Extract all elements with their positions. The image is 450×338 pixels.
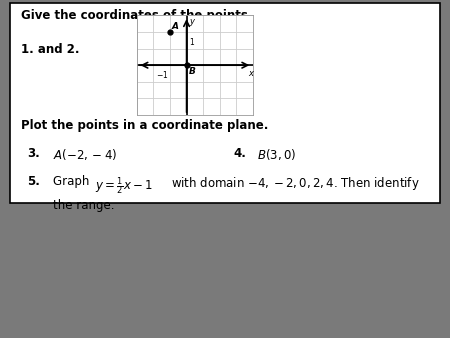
Text: $y = \frac{1}{2}x - 1$: $y = \frac{1}{2}x - 1$	[95, 175, 153, 197]
Text: $A(-2, -4)$: $A(-2, -4)$	[53, 147, 117, 162]
Text: 5.: 5.	[27, 175, 40, 188]
Text: with domain $-4, -2, 0, 2, 4$. Then identify: with domain $-4, -2, 0, 2, 4$. Then iden…	[171, 175, 420, 192]
Text: Plot the points in a coordinate plane.: Plot the points in a coordinate plane.	[21, 119, 268, 132]
Text: 3.: 3.	[27, 147, 40, 160]
FancyBboxPatch shape	[10, 3, 440, 203]
Text: Graph: Graph	[53, 175, 93, 188]
Text: x: x	[248, 69, 253, 78]
Text: B: B	[189, 67, 195, 76]
Text: $-1$: $-1$	[156, 69, 169, 79]
Text: $B(3, 0)$: $B(3, 0)$	[257, 147, 297, 162]
Text: 1. and 2.: 1. and 2.	[21, 43, 79, 56]
Text: the range.: the range.	[53, 199, 114, 212]
Text: y: y	[189, 17, 194, 26]
Text: $1$: $1$	[189, 36, 195, 47]
Text: 4.: 4.	[234, 147, 247, 160]
Text: Give the coordinates of the points.: Give the coordinates of the points.	[21, 9, 252, 22]
Text: A: A	[171, 22, 179, 31]
